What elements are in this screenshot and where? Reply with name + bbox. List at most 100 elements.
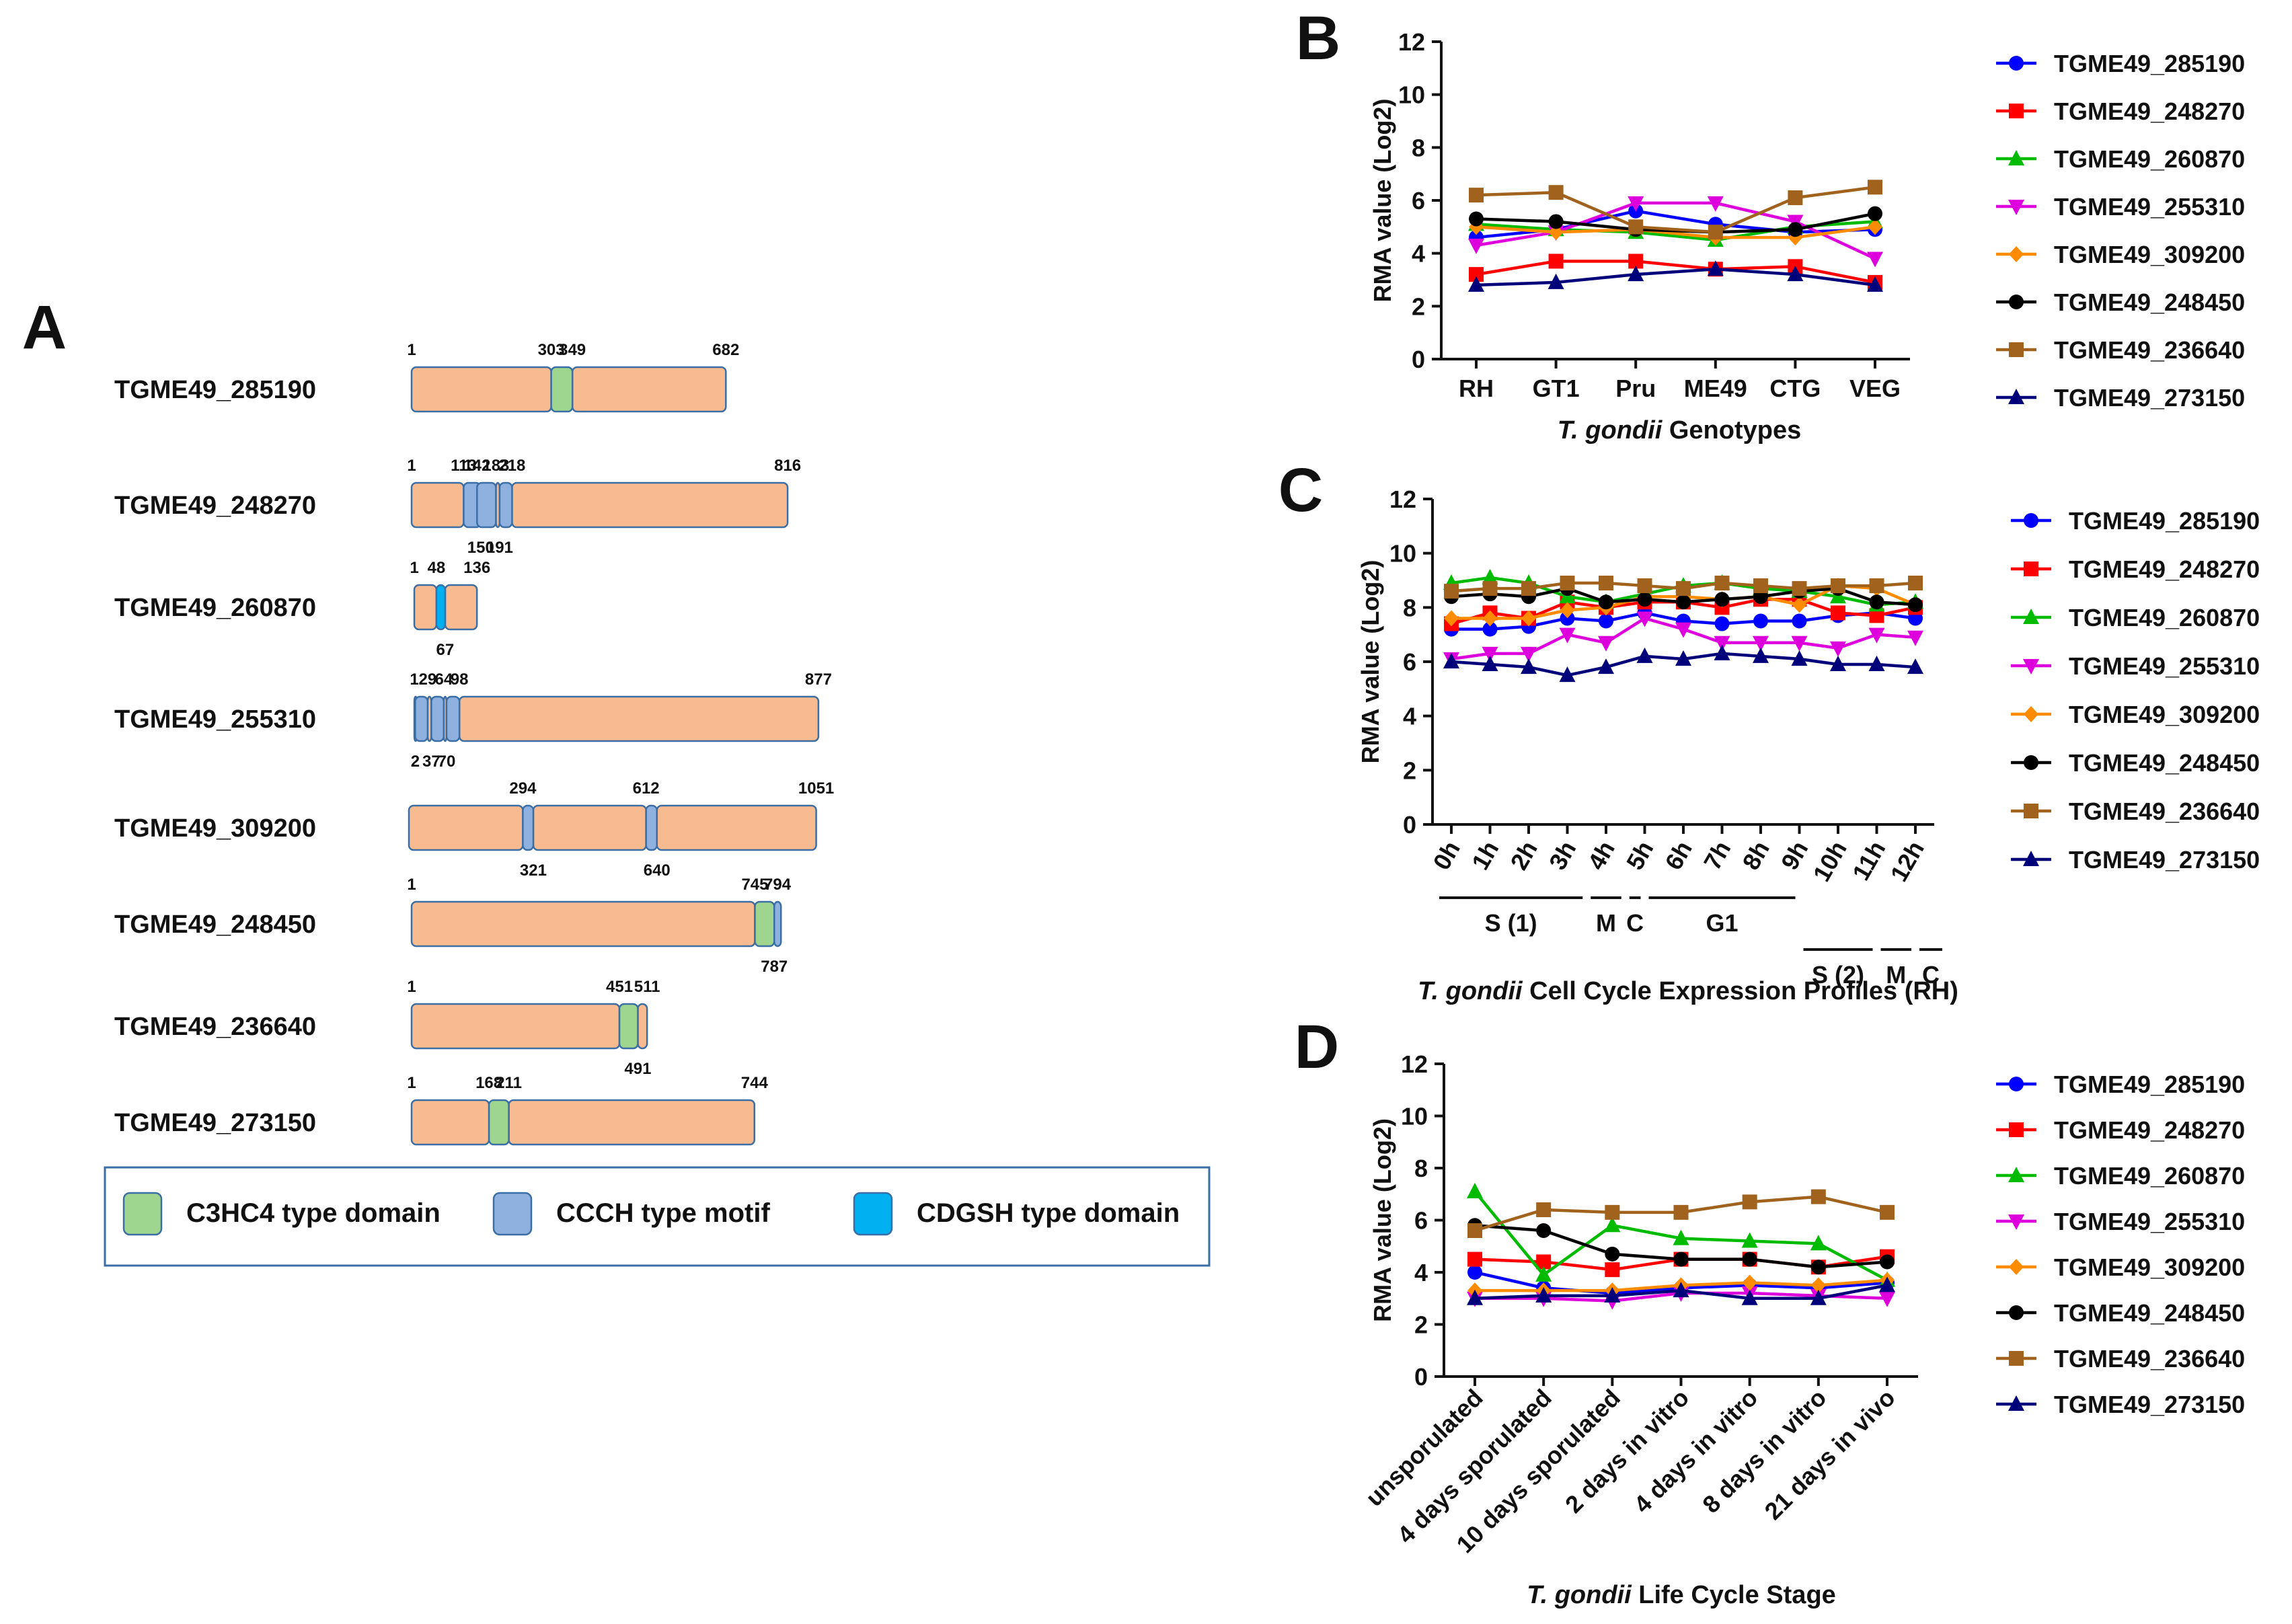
protein-backbone-segment xyxy=(656,804,817,851)
phase-label: C xyxy=(1626,909,1644,937)
position-label-top: 64 xyxy=(435,670,453,689)
y-axis-title: RMA value (Log2) xyxy=(1369,1118,1396,1322)
data-point xyxy=(1482,568,1498,584)
legend-marker xyxy=(2024,706,2038,722)
position-label-top: 1051 xyxy=(798,779,834,798)
data-point xyxy=(1482,621,1498,637)
data-point xyxy=(1869,594,1884,610)
data-point xyxy=(1559,666,1576,683)
data-point xyxy=(1810,1289,1827,1305)
data-point xyxy=(1467,1223,1482,1238)
legend-label: TGME49_260870 xyxy=(2069,604,2260,631)
legend-label-ccch: CCCH type motif xyxy=(556,1198,770,1228)
data-point xyxy=(1867,276,1883,292)
data-point xyxy=(1673,1204,1689,1220)
x-axis-title-rest: Life Cycle Stage xyxy=(1632,1581,1836,1609)
panel-a-label: A xyxy=(22,293,67,362)
y-axis-title: RMA value (Log2) xyxy=(1357,560,1384,764)
data-point xyxy=(1869,608,1884,623)
legend-label: TGME49_236640 xyxy=(2054,1345,2245,1372)
legend-label: TGME49_255310 xyxy=(2069,652,2260,680)
data-point xyxy=(1536,1223,1552,1238)
y-tick-label: 4 xyxy=(1403,703,1416,730)
data-point xyxy=(1482,646,1498,662)
data-point xyxy=(1868,627,1885,644)
position-label-top: 1 xyxy=(407,341,416,359)
data-point xyxy=(1598,658,1614,674)
legend-box xyxy=(104,1166,1211,1267)
position-label-top: 1 xyxy=(407,978,416,996)
data-point xyxy=(1535,1286,1552,1303)
data-point xyxy=(1879,1276,1895,1292)
data-point xyxy=(1676,594,1691,610)
data-point xyxy=(1637,578,1652,594)
series-line xyxy=(1476,268,1876,287)
legend-entry: TGME49_273150 xyxy=(1996,384,2245,412)
x-tick-label: RH xyxy=(1459,375,1494,402)
position-label-bottom: 150 xyxy=(467,539,494,557)
data-point xyxy=(1444,610,1459,627)
protein-name: TGME49_248450 xyxy=(114,911,316,939)
legend-entry: TGME49_248450 xyxy=(1996,1299,2245,1327)
legend-marker xyxy=(2008,389,2024,404)
data-point xyxy=(1521,658,1537,674)
data-point xyxy=(1482,581,1498,596)
legend-swatch-c3hc4 xyxy=(122,1192,163,1236)
x-tick-label: ME49 xyxy=(1684,375,1747,402)
data-point xyxy=(1753,647,1769,663)
x-tick-label: 3h xyxy=(1543,837,1582,875)
legend-marker xyxy=(2008,150,2024,165)
position-label-top: 218 xyxy=(498,457,525,475)
legend-label: TGME49_273150 xyxy=(2069,846,2260,874)
legend-marker xyxy=(2009,104,2024,118)
x-axis-title: T. gondii Genotypes xyxy=(1558,416,1801,444)
data-point xyxy=(1560,576,1575,591)
legend-entry: TGME49_260870 xyxy=(1996,1162,2245,1190)
position-label-top: 211 xyxy=(496,1074,522,1092)
legend-label: TGME49_285190 xyxy=(2054,1071,2245,1098)
legend-marker xyxy=(2024,804,2038,818)
data-point xyxy=(1521,610,1536,627)
series-TGME49_273150 xyxy=(1467,1276,1895,1305)
legend-label: TGME49_273150 xyxy=(2054,384,2245,412)
series-TGME49_248450 xyxy=(1467,1218,1895,1275)
protein-backbone-segment xyxy=(410,481,465,529)
legend-entry: TGME49_248270 xyxy=(2011,555,2260,583)
data-point xyxy=(1792,581,1807,596)
legend-marker xyxy=(2009,1351,2024,1366)
y-tick-label: 10 xyxy=(1401,1103,1428,1130)
legend-label: TGME49_260870 xyxy=(2054,145,2245,173)
position-label-top: 745 xyxy=(741,876,768,894)
protein-name: TGME49_273150 xyxy=(114,1109,316,1137)
data-point xyxy=(1788,190,1803,206)
data-point xyxy=(1637,592,1652,607)
position-label-bottom: 787 xyxy=(761,958,788,976)
data-point xyxy=(1673,1282,1689,1298)
legend-label: TGME49_260870 xyxy=(2054,1162,2245,1190)
position-label-top: 98 xyxy=(451,670,469,689)
data-point xyxy=(1831,605,1845,621)
data-point xyxy=(1810,1260,1826,1275)
data-point xyxy=(1443,653,1459,668)
data-point xyxy=(1560,611,1575,626)
x-tick-label: unsporulated xyxy=(1360,1384,1488,1512)
legend-marker xyxy=(2009,246,2024,262)
y-tick-label: 8 xyxy=(1414,1155,1428,1182)
legend-label: TGME49_248450 xyxy=(2069,749,2260,777)
legend-label-c3hc4: C3HC4 type domain xyxy=(186,1198,441,1228)
protein-name: TGME49_285190 xyxy=(114,376,316,404)
data-point xyxy=(1908,597,1923,613)
phase-label: S (2) xyxy=(1812,961,1864,989)
data-point xyxy=(1467,1265,1482,1280)
x-tick-label: 8h xyxy=(1736,837,1775,875)
data-point xyxy=(1831,578,1845,594)
y-tick-label: 10 xyxy=(1389,540,1416,568)
data-point xyxy=(1628,266,1644,282)
domain-legend: C3HC4 type domain CCCH type motif CDGSH ty… xyxy=(104,1166,1211,1267)
data-point xyxy=(1742,1274,1757,1291)
data-point xyxy=(1742,1194,1757,1210)
position-label-top: 682 xyxy=(712,341,739,359)
domain-c3hc4 xyxy=(754,900,775,948)
